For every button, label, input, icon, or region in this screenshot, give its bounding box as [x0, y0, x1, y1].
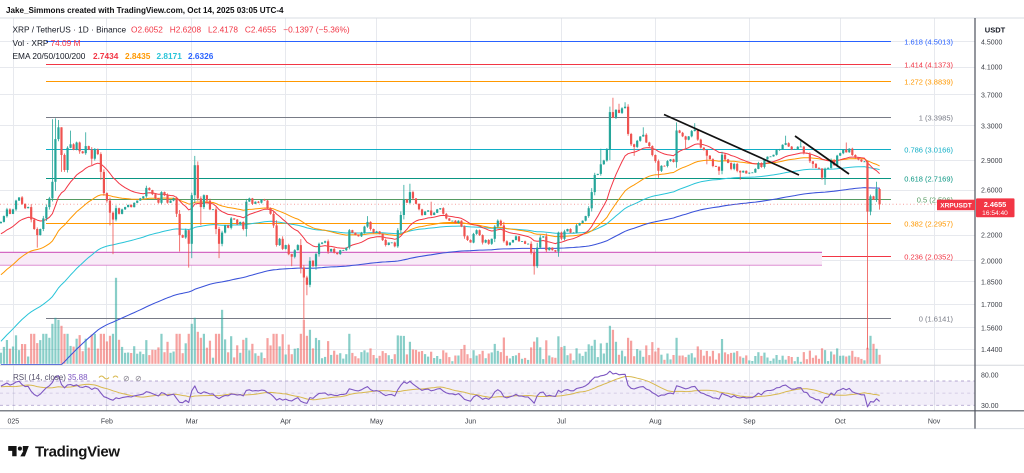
- svg-text:0.382 (2.2957): 0.382 (2.2957): [904, 220, 953, 229]
- svg-text:3.7000: 3.7000: [981, 92, 1003, 99]
- svg-text:0.5 (2.506): 0.5 (2.506): [917, 196, 954, 205]
- svg-text:1.5600: 1.5600: [981, 325, 1003, 332]
- svg-text:2.4655: 2.4655: [984, 200, 1007, 209]
- svg-text:0 (1.6141): 0 (1.6141): [919, 315, 954, 324]
- svg-text:30.00: 30.00: [981, 403, 999, 410]
- svg-text:1.4400: 1.4400: [981, 347, 1003, 354]
- svg-text:2.8171: 2.8171: [157, 51, 183, 61]
- svg-text:Sep: Sep: [743, 418, 756, 425]
- svg-text:0.236 (2.0352): 0.236 (2.0352): [904, 253, 953, 262]
- svg-text:2.7434: 2.7434: [93, 51, 119, 61]
- svg-text:XRP / TetherUS · 1D · Binance: XRP / TetherUS · 1D · Binance: [13, 25, 127, 35]
- svg-text:RSI (14, close): RSI (14, close): [13, 373, 66, 382]
- svg-text:Jun: Jun: [465, 418, 476, 425]
- svg-text:1 (3.3985): 1 (3.3985): [919, 114, 954, 123]
- svg-text:1.414 (4.1373): 1.414 (4.1373): [904, 61, 953, 70]
- svg-text:Jul: Jul: [557, 418, 566, 425]
- svg-text:Mar: Mar: [186, 418, 199, 425]
- svg-text:⊘: ⊘: [135, 374, 142, 383]
- svg-text:Nov: Nov: [928, 418, 941, 425]
- svg-text:USDT: USDT: [985, 25, 1006, 34]
- svg-text:2.8435: 2.8435: [125, 51, 151, 61]
- svg-text:74.09 M: 74.09 M: [51, 38, 81, 48]
- svg-text:2.0000: 2.0000: [981, 258, 1003, 265]
- svg-text:1.7000: 1.7000: [981, 302, 1003, 309]
- svg-text:EMA 20/50/100/200: EMA 20/50/100/200: [13, 51, 86, 61]
- svg-text:0.786 (3.0166): 0.786 (3.0166): [904, 146, 953, 155]
- svg-text:Feb: Feb: [101, 418, 113, 425]
- svg-text:Vol · XRP: Vol · XRP: [13, 38, 49, 48]
- svg-text:O2.6052 H2.6208 L2.4178: O2.6052 H2.6208 L2.4178 C2.4655 −0.1397 …: [131, 25, 350, 35]
- svg-text:TradingView: TradingView: [35, 444, 120, 461]
- svg-text:2.6000: 2.6000: [981, 188, 1003, 195]
- svg-text:80.00: 80.00: [981, 373, 999, 380]
- svg-text:4.5000: 4.5000: [981, 40, 1003, 47]
- svg-text:025: 025: [8, 418, 20, 425]
- svg-text:XRPUSDT: XRPUSDT: [940, 202, 972, 209]
- svg-text:4.1000: 4.1000: [981, 65, 1003, 72]
- svg-text:1.8500: 1.8500: [981, 279, 1003, 286]
- svg-text:2.2000: 2.2000: [981, 233, 1003, 240]
- svg-text:⊘: ⊘: [123, 374, 130, 383]
- svg-text:Oct: Oct: [835, 418, 846, 425]
- svg-text:2.6326: 2.6326: [188, 51, 214, 61]
- svg-text:1.618 (4.5013): 1.618 (4.5013): [904, 38, 953, 47]
- svg-text:0.618 (2.7169): 0.618 (2.7169): [904, 175, 953, 184]
- svg-text:May: May: [370, 418, 384, 425]
- svg-text:3.3000: 3.3000: [981, 123, 1003, 130]
- svg-text:16:54:40: 16:54:40: [982, 210, 1008, 217]
- svg-text:Apr: Apr: [280, 418, 292, 425]
- svg-text:Jake_Simmons created with Trad: Jake_Simmons created with TradingView.co…: [6, 6, 284, 15]
- svg-text:2.9000: 2.9000: [981, 158, 1003, 165]
- svg-text:Aug: Aug: [649, 418, 662, 425]
- svg-text:1.272 (3.8839): 1.272 (3.8839): [904, 78, 953, 87]
- svg-text:35.88: 35.88: [68, 373, 89, 382]
